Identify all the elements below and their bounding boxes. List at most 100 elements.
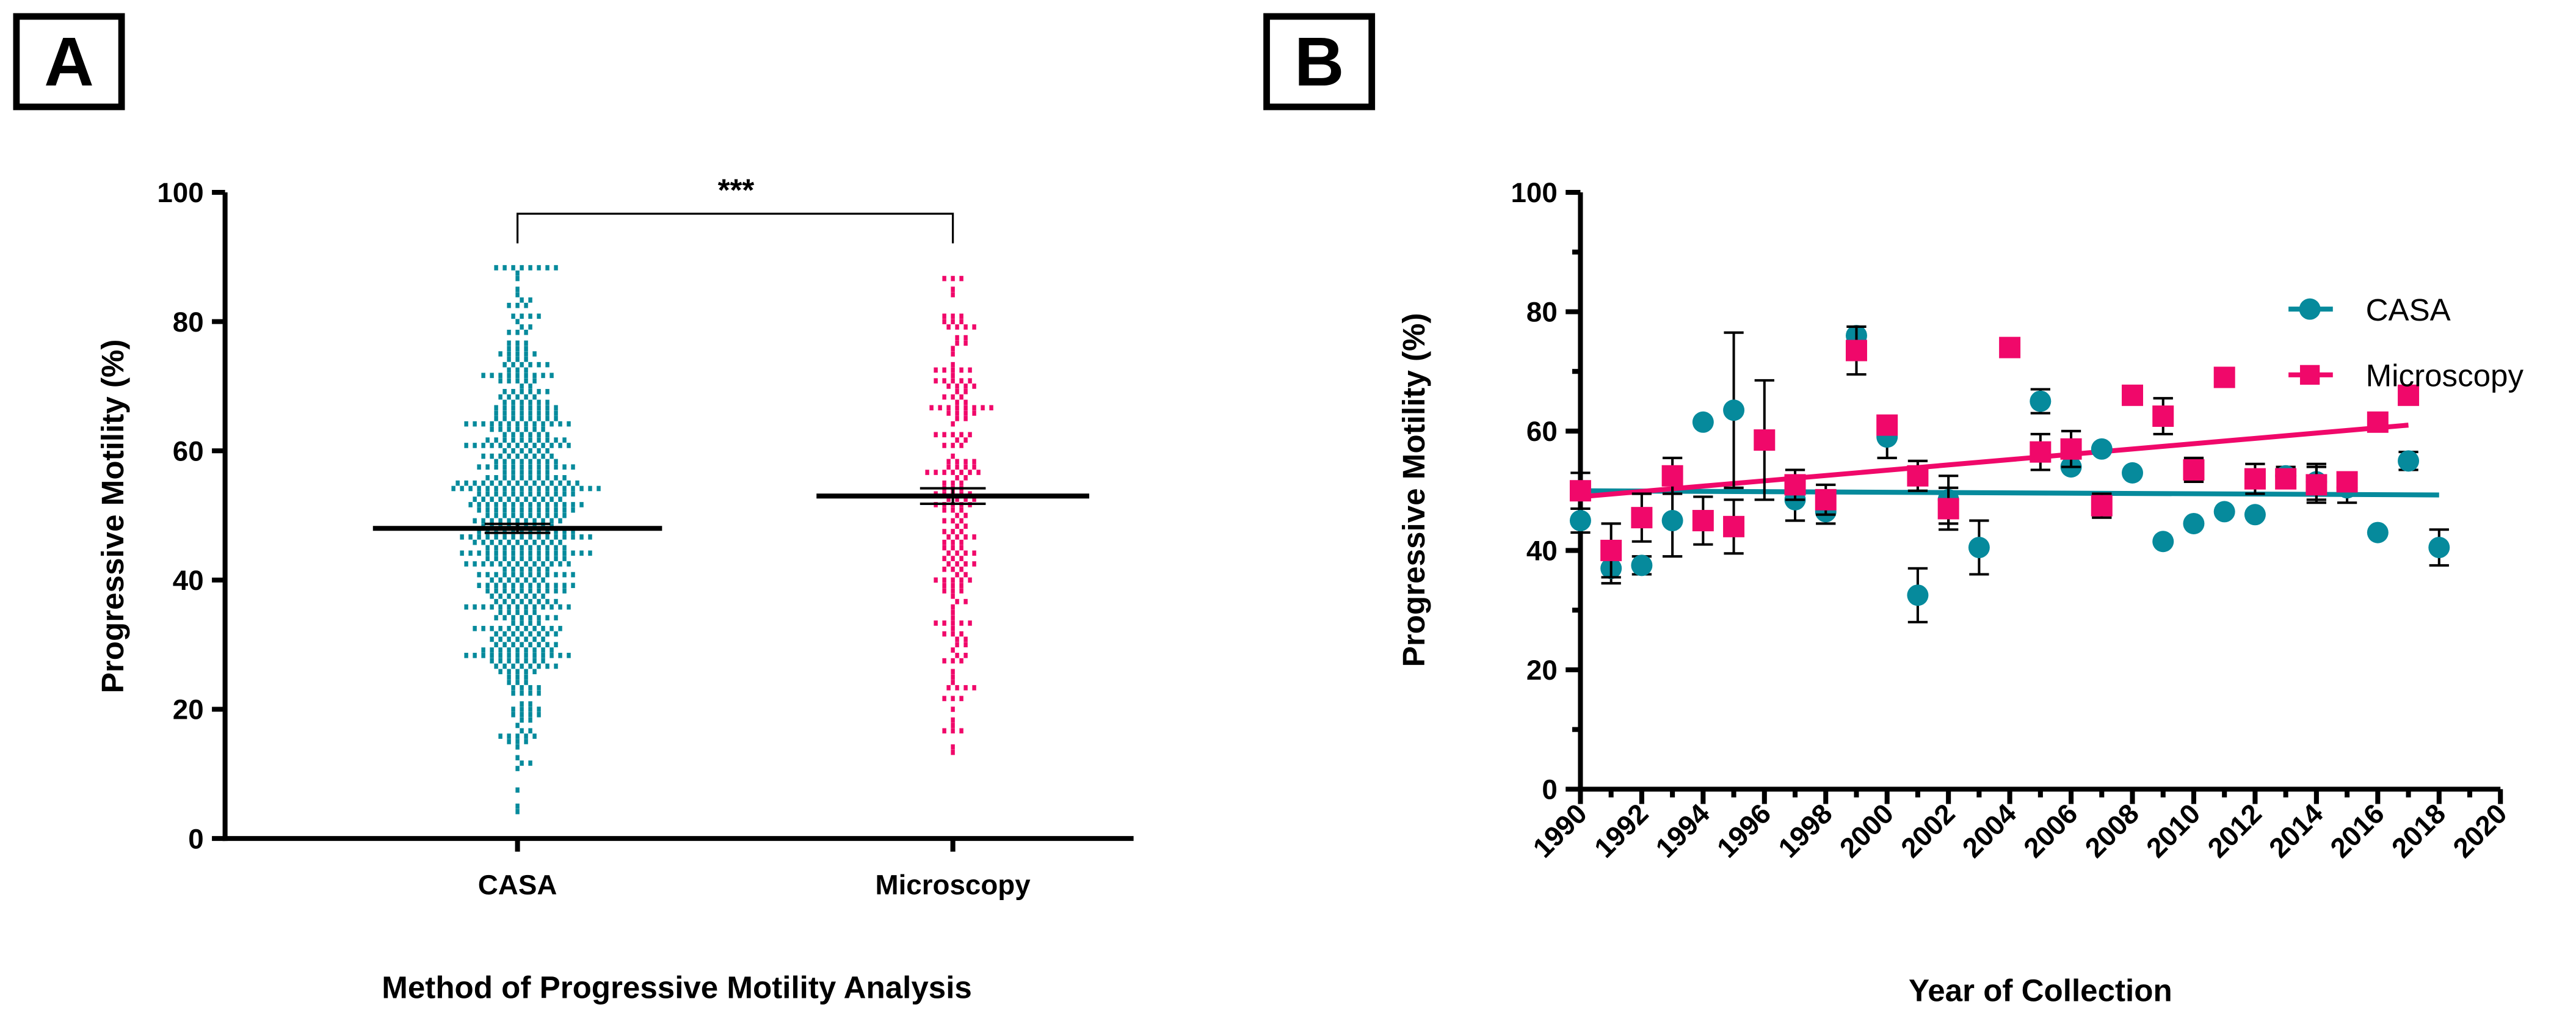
casa-data-point xyxy=(520,663,524,669)
casa-data-point xyxy=(520,324,524,330)
panel-b-y-tick-label: 60 xyxy=(1526,416,1558,447)
casa-data-point xyxy=(562,502,567,507)
casa-data-point xyxy=(503,583,507,589)
panel-a-y-tick-label: 40 xyxy=(173,565,204,596)
microscopy-data-point xyxy=(955,383,959,389)
casa-data-point xyxy=(515,744,520,750)
casa-data-point xyxy=(528,502,532,507)
casa-data-point xyxy=(524,453,528,459)
microscopy-data-point xyxy=(959,566,963,572)
casa-data-point xyxy=(558,653,562,658)
casa-data-point xyxy=(554,491,558,497)
casa-data-point xyxy=(541,594,545,599)
casa-data-point xyxy=(554,512,558,518)
casa-data-point xyxy=(2091,438,2113,460)
casa-data-point xyxy=(550,496,554,502)
casa-data-point xyxy=(520,399,524,405)
casa-data-point xyxy=(520,550,524,556)
microscopy-data-point xyxy=(972,464,976,470)
panel-b-x-tick-label: 2008 xyxy=(2079,798,2145,863)
microscopy-data-point xyxy=(972,496,976,502)
casa-data-point xyxy=(507,658,511,664)
casa-data-point xyxy=(528,475,532,481)
casa-data-point xyxy=(511,399,515,405)
microscopy-data-point xyxy=(951,577,955,583)
casa-data-point xyxy=(554,583,558,589)
microscopy-data-point xyxy=(934,470,938,475)
microscopy-data-point xyxy=(942,583,946,589)
casa-data-point xyxy=(528,297,532,303)
microscopy-data-point xyxy=(1754,429,1776,451)
microscopy-data-point xyxy=(959,394,963,400)
casa-data-point xyxy=(481,653,485,658)
casa-data-point xyxy=(494,615,498,620)
microscopy-data-point xyxy=(1723,515,1745,537)
microscopy-data-point xyxy=(959,545,963,551)
casa-data-point xyxy=(511,707,515,712)
casa-data-point xyxy=(528,642,532,648)
casa-data-point xyxy=(528,470,532,475)
casa-data-point xyxy=(524,346,528,352)
casa-data-point xyxy=(520,556,524,561)
casa-data-point xyxy=(490,625,494,631)
microscopy-data-point xyxy=(942,378,946,383)
casa-data-point xyxy=(515,604,520,610)
casa-data-point xyxy=(485,475,490,481)
casa-data-point xyxy=(520,410,524,416)
casa-data-point xyxy=(473,421,477,427)
casa-data-point xyxy=(532,561,537,567)
microscopy-data-point xyxy=(2152,405,2174,427)
casa-data-point xyxy=(498,453,503,459)
casa-data-point xyxy=(571,507,575,513)
casa-data-point xyxy=(455,480,460,486)
casa-data-point xyxy=(507,453,511,459)
microscopy-data-point xyxy=(955,388,959,394)
casa-data-point xyxy=(597,485,601,492)
casa-data-point xyxy=(507,302,511,308)
microscopy-data-point xyxy=(955,475,959,481)
casa-data-point xyxy=(511,507,515,513)
microscopy-data-point xyxy=(951,707,955,712)
casa-data-point xyxy=(498,577,503,583)
microscopy-data-point xyxy=(955,464,959,470)
casa-data-point xyxy=(537,265,541,271)
casa-data-point xyxy=(537,502,541,507)
casa-data-point xyxy=(545,432,550,438)
microscopy-data-point xyxy=(951,620,955,626)
casa-data-point xyxy=(537,556,541,561)
casa-data-point xyxy=(490,653,494,658)
casa-data-point xyxy=(545,410,550,416)
casa-data-point xyxy=(507,367,511,373)
casa-data-point xyxy=(511,588,515,594)
casa-data-point xyxy=(511,556,515,561)
casa-data-point xyxy=(473,625,477,631)
microscopy-data-point xyxy=(955,512,959,518)
casa-data-point xyxy=(494,556,498,561)
casa-data-point xyxy=(498,426,503,432)
casa-data-point xyxy=(515,426,520,432)
casa-data-point xyxy=(528,416,532,421)
casa-data-point xyxy=(515,518,520,524)
casa-data-point xyxy=(537,550,541,556)
casa-data-point xyxy=(524,367,528,373)
casa-data-point xyxy=(567,604,571,610)
microscopy-data-point xyxy=(955,335,959,341)
microscopy-data-point xyxy=(968,432,972,438)
microscopy-data-point xyxy=(959,480,963,486)
casa-data-point xyxy=(537,620,541,626)
casa-data-point xyxy=(507,351,511,357)
casa-data-point xyxy=(464,443,468,448)
microscopy-data-point xyxy=(942,539,946,545)
casa-data-point xyxy=(554,502,558,507)
microscopy-data-point xyxy=(972,459,976,465)
casa-data-point xyxy=(481,480,485,486)
panel-b-label-box xyxy=(1263,13,1376,111)
microscopy-data-point xyxy=(951,658,955,664)
casa-data-point xyxy=(485,583,490,589)
casa-data-point xyxy=(507,653,511,658)
casa-data-point xyxy=(490,480,494,486)
casa-data-point xyxy=(545,566,550,572)
casa-data-point xyxy=(532,604,537,610)
microscopy-data-point xyxy=(951,367,955,373)
